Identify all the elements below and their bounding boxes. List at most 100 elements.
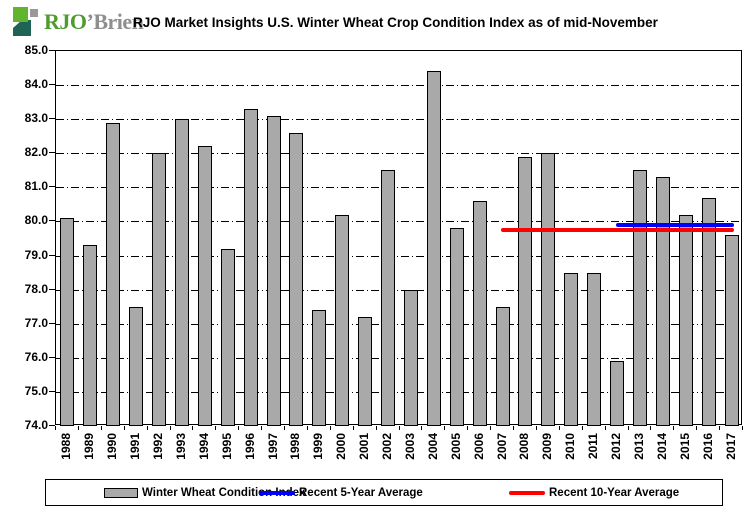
x-axis-tick	[421, 426, 423, 430]
bar-2011	[587, 272, 602, 426]
bar-2001	[358, 316, 373, 426]
bar-2010	[564, 272, 579, 426]
rjo-logo-icon	[13, 7, 38, 36]
x-axis-tick	[375, 426, 377, 430]
x-axis-tick	[398, 426, 400, 430]
legend-item-condition-index: Winter Wheat Condition Index	[104, 480, 305, 505]
x-axis-label-2016: 2016	[700, 433, 715, 460]
legend-item-5yr-average: Recent 5-Year Average	[259, 480, 423, 505]
x-axis-label-2017: 2017	[723, 433, 738, 460]
bar-2005	[449, 228, 464, 426]
x-axis-label-2005: 2005	[448, 433, 463, 460]
y-axis-tick	[49, 152, 55, 154]
x-axis-label-1993: 1993	[173, 433, 188, 460]
gridline-80.0	[56, 221, 741, 223]
x-axis-label-1998: 1998	[288, 433, 303, 460]
bar-2013	[632, 170, 647, 426]
x-axis-label-2012: 2012	[609, 433, 624, 460]
bar-2015	[678, 214, 693, 426]
x-axis-label-1999: 1999	[311, 433, 326, 460]
bar-1993	[174, 119, 189, 426]
x-axis-tick	[535, 426, 537, 430]
x-axis-label-1990: 1990	[105, 433, 120, 460]
x-axis-tick	[192, 426, 194, 430]
legend: Winter Wheat Condition Index Recent 5-Ye…	[45, 479, 723, 506]
y-axis-tick	[49, 288, 55, 290]
x-axis-tick	[329, 426, 331, 430]
reference-line-recent-10-year-average	[501, 227, 735, 232]
x-axis-label-1988: 1988	[59, 433, 74, 460]
bar-1998	[289, 132, 304, 426]
bar-2006	[472, 201, 487, 426]
x-axis-tick	[284, 426, 285, 430]
x-axis-tick	[742, 426, 743, 430]
bar-2008	[518, 156, 533, 426]
rjo-obrien-logo: RJO’Brien	[10, 7, 144, 37]
legend-label-10yr-average: Recent 10-Year Average	[549, 486, 680, 499]
y-axis-tick	[49, 356, 55, 358]
gridline-76.0	[56, 357, 741, 359]
gridline-78.0	[56, 289, 741, 291]
bar-1999	[312, 310, 327, 426]
gridline-79.0	[56, 255, 741, 257]
x-axis-tick	[123, 426, 125, 430]
x-axis-label-2015: 2015	[677, 433, 692, 460]
x-axis-label-2007: 2007	[494, 433, 509, 460]
x-axis-tick	[696, 426, 698, 430]
x-axis-label-2003: 2003	[402, 433, 417, 460]
x-axis-tick	[55, 426, 56, 430]
logo-text-rjo: RJO	[44, 9, 87, 34]
bar-2000	[335, 214, 350, 426]
y-axis-label: 79.0	[24, 247, 48, 262]
y-axis-tick	[49, 220, 55, 222]
bar-2004	[426, 71, 441, 426]
x-axis-label-2002: 2002	[380, 433, 395, 460]
x-axis-tick	[650, 426, 652, 430]
y-axis-tick	[49, 254, 55, 256]
gridline-84.0	[56, 85, 741, 87]
x-axis-label-2006: 2006	[471, 433, 486, 460]
x-axis-label-2013: 2013	[631, 433, 646, 460]
bar-1996	[243, 108, 258, 426]
bar-1988	[60, 218, 75, 426]
legend-item-10yr-average: Recent 10-Year Average	[509, 480, 679, 505]
chart-title: RJO Market Insights U.S. Winter Wheat Cr…	[133, 15, 658, 30]
bar-2007	[495, 306, 510, 426]
x-axis-tick	[719, 426, 721, 430]
y-axis-tick	[49, 390, 55, 392]
y-axis-tick	[49, 186, 55, 188]
bar-1997	[266, 115, 281, 426]
gridline-81.0	[56, 187, 741, 189]
x-axis-tick	[627, 426, 629, 430]
x-axis-label-1992: 1992	[151, 433, 166, 460]
y-axis-label: 82.0	[24, 145, 48, 160]
x-axis-label-2014: 2014	[654, 433, 669, 460]
x-axis-tick	[261, 426, 263, 430]
bar-2016	[701, 197, 716, 426]
gridline-83.0	[56, 119, 741, 121]
x-axis-label-2009: 2009	[540, 433, 555, 460]
y-axis-label: 78.0	[24, 281, 48, 296]
x-axis-label-2000: 2000	[334, 433, 349, 460]
plot-area	[55, 50, 742, 426]
x-axis-tick	[306, 426, 308, 430]
y-axis-label: 76.0	[24, 349, 48, 364]
y-axis-label: 80.0	[24, 213, 48, 228]
x-axis-tick	[513, 426, 514, 430]
x-axis-label-1996: 1996	[242, 433, 257, 460]
y-axis-label: 74.0	[24, 418, 48, 432]
x-axis-label-1989: 1989	[82, 433, 97, 460]
x-axis-label-1995: 1995	[219, 433, 234, 460]
y-axis-tick	[49, 322, 55, 324]
y-axis-tick	[49, 84, 55, 86]
x-axis-tick	[673, 426, 675, 430]
red-line-swatch	[509, 490, 545, 495]
x-axis-tick	[558, 426, 560, 430]
x-axis-tick	[490, 426, 492, 430]
x-axis-tick	[100, 426, 102, 430]
x-axis-tick	[604, 426, 606, 430]
x-axis-label-2010: 2010	[563, 433, 578, 460]
reference-line-recent-5-year-average	[615, 222, 735, 227]
gridline-77.0	[56, 323, 741, 325]
